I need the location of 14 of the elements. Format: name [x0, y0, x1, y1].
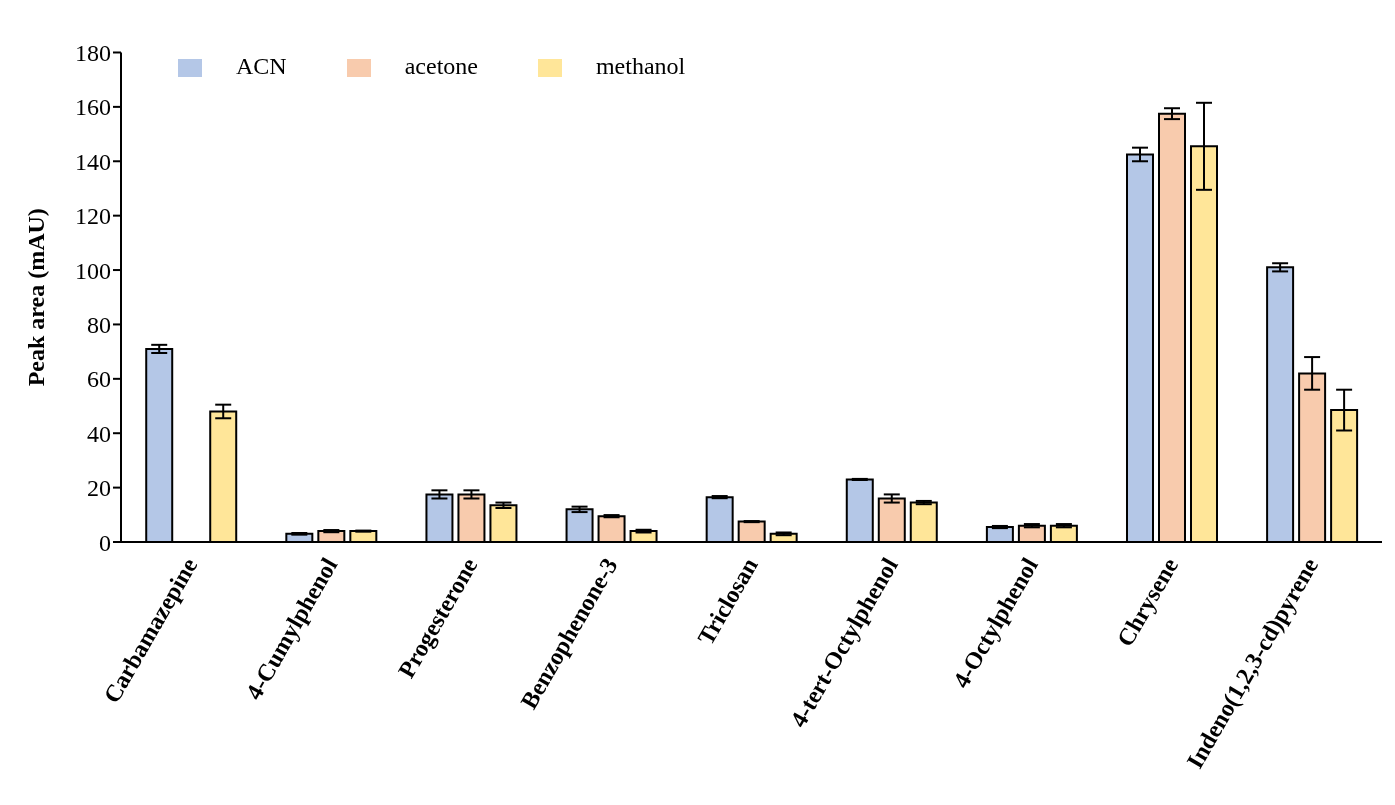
y-tick-label: 160	[75, 94, 111, 121]
y-tick-label: 100	[75, 257, 111, 284]
legend-label: acetone	[404, 53, 478, 79]
y-axis-title: Peak area (mAU)	[22, 208, 49, 387]
y-tick-label: 0	[99, 529, 111, 556]
legend-label: methanol	[595, 53, 686, 79]
y-tick-label: 120	[75, 203, 111, 230]
y-tick-label: 60	[87, 366, 111, 393]
y-tick-label: 40	[87, 420, 111, 447]
y-tick-label: 20	[87, 475, 111, 502]
y-tick-label: 80	[87, 311, 111, 338]
legend-label: ACN	[236, 53, 287, 79]
y-tick-label: 180	[75, 40, 111, 66]
y-tick-label: 140	[75, 148, 111, 175]
